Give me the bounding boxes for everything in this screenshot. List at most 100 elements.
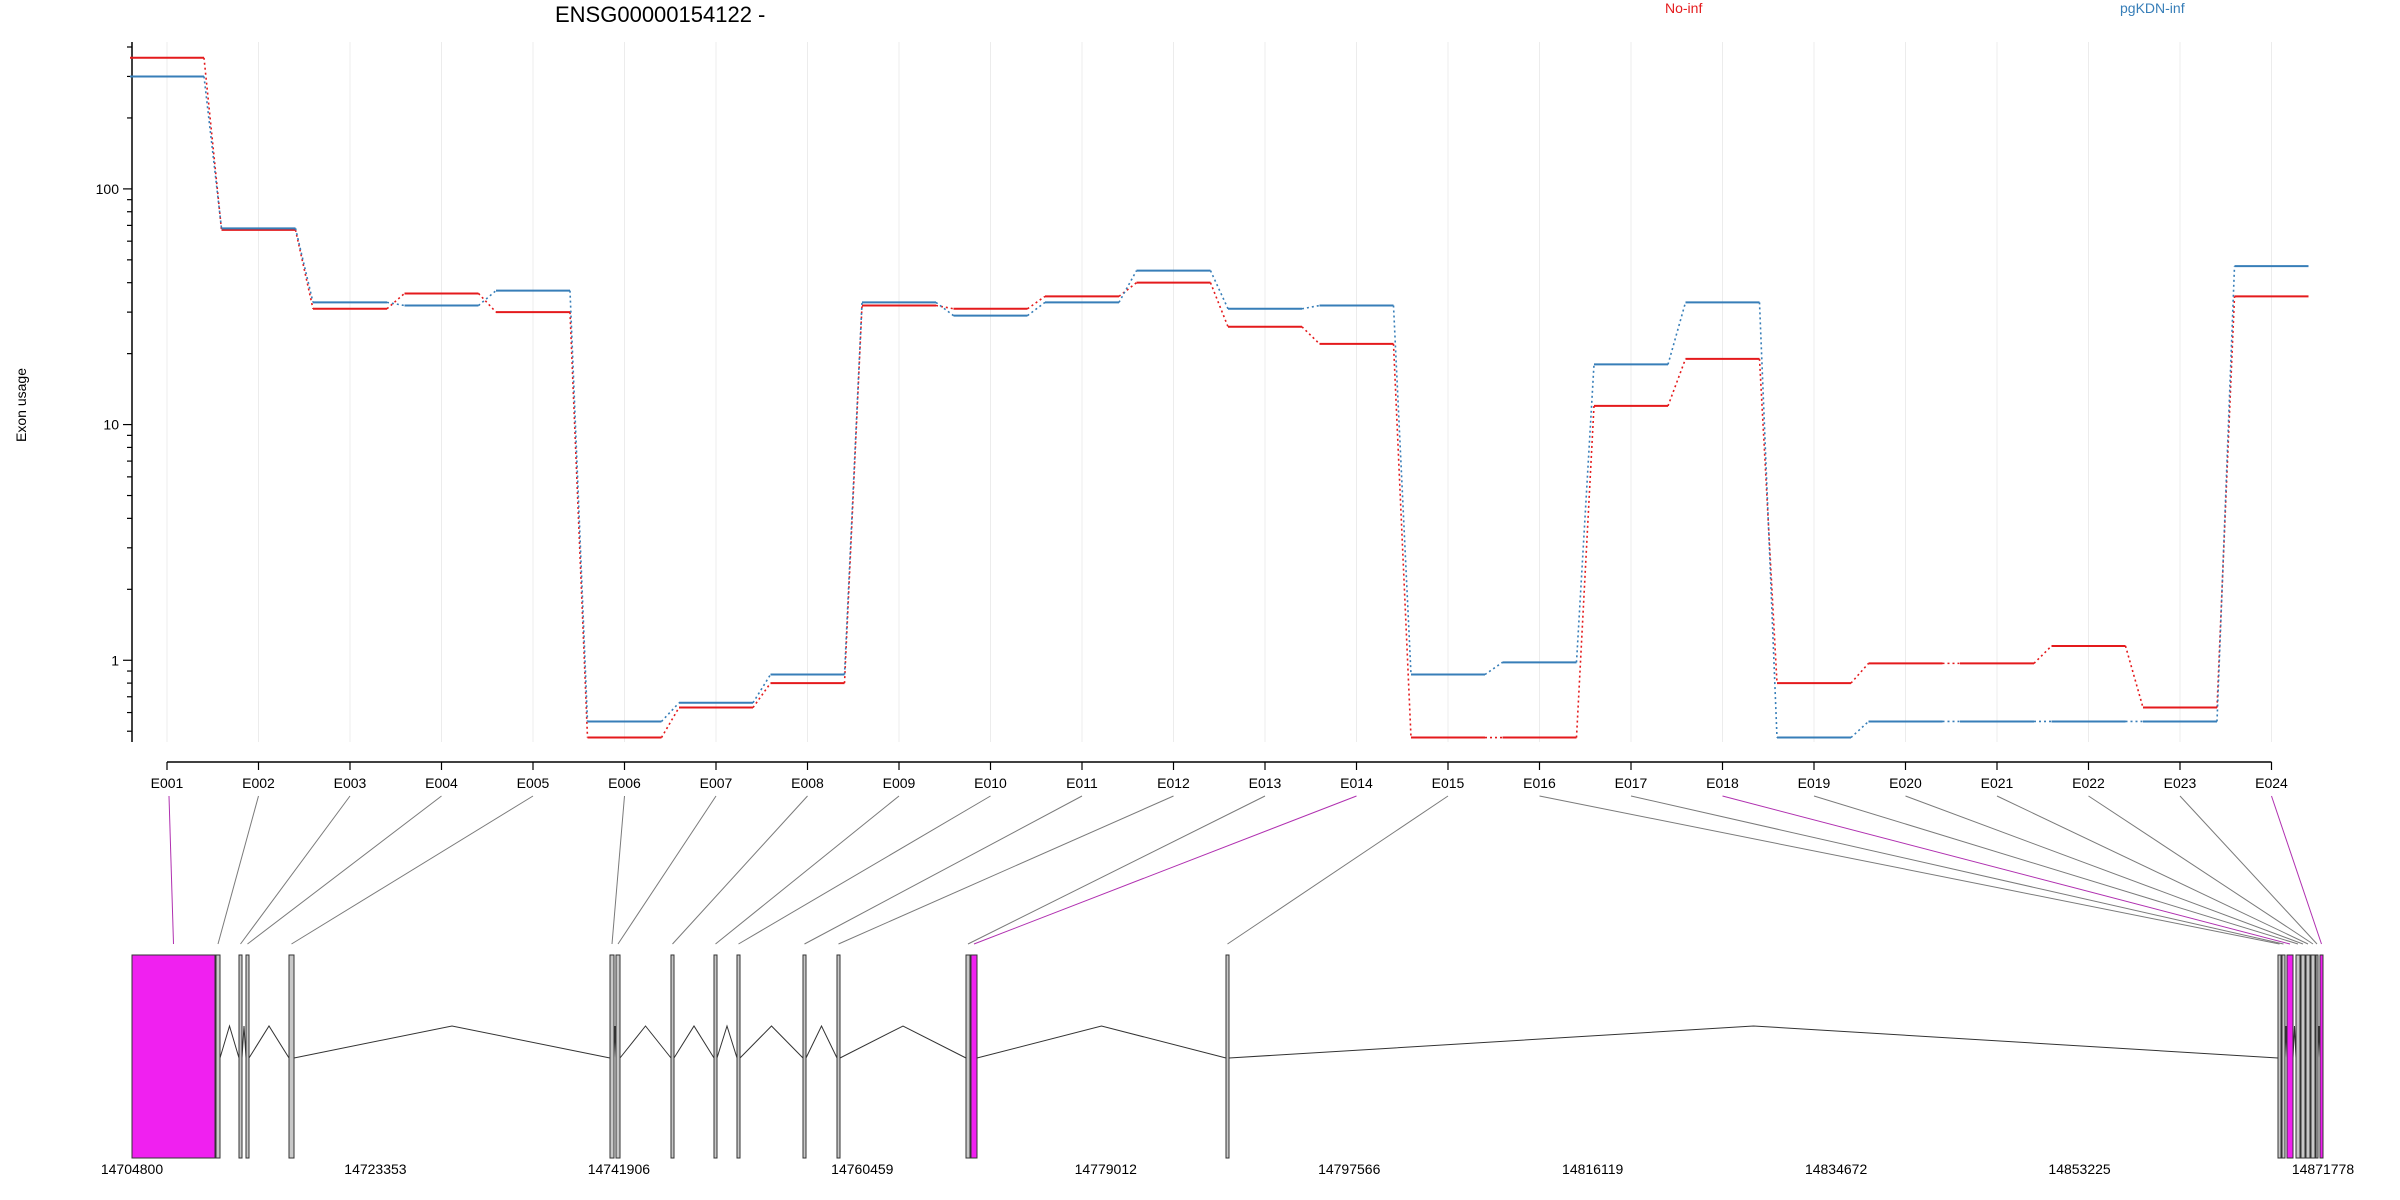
transition-segment — [1575, 405, 1595, 738]
exon-connector — [715, 795, 900, 945]
intron-line — [248, 1025, 290, 1059]
exon-connector — [2271, 795, 2322, 945]
exon-box — [802, 954, 807, 1159]
intron-line — [1228, 1025, 2279, 1059]
exon-connector — [738, 795, 991, 945]
coordinate-label: 14723353 — [344, 1161, 407, 1177]
exon-box — [2310, 954, 2316, 1159]
transition-segment — [1392, 305, 1412, 675]
transition-segment — [935, 301, 954, 317]
exon-connector — [168, 795, 174, 945]
transition-segment — [2124, 645, 2144, 708]
intron-line — [293, 1025, 611, 1059]
exon-tick-label: E003 — [334, 775, 367, 791]
exon-tick-label: E014 — [1340, 775, 1373, 791]
exon-box — [670, 954, 675, 1159]
transition-segment — [660, 702, 680, 723]
transition-segment — [1667, 302, 1687, 365]
coordinate-label: 14871778 — [2292, 1161, 2355, 1177]
transition-segment — [203, 76, 223, 229]
exon-box — [970, 954, 978, 1159]
intron-line — [673, 1025, 715, 1059]
exon-tick-label: E023 — [2164, 775, 2197, 791]
intron-line — [219, 1024, 240, 1059]
chart-title: ENSG00000154122 - — [555, 2, 765, 27]
exon-box — [2277, 954, 2282, 1159]
exon-connector — [838, 795, 1174, 945]
intron-line — [619, 1025, 672, 1059]
transition-segment — [477, 290, 497, 307]
exon-tick-label: E021 — [1981, 775, 2014, 791]
transition-segment — [1027, 301, 1046, 317]
exon-box — [2295, 954, 2301, 1159]
exon-box — [609, 954, 615, 1159]
transition-segment — [203, 57, 223, 230]
intron-line — [839, 1025, 967, 1059]
vertical-grid — [166, 42, 2272, 742]
exon-connector — [617, 795, 717, 945]
exon-connector — [1630, 795, 2284, 945]
exon-tick-label: E007 — [700, 775, 733, 791]
transition-segment — [2033, 645, 2053, 664]
coordinate-label: 14834672 — [1805, 1161, 1868, 1177]
legend-entry-pgkdn-inf: pgKDN-inf — [2120, 0, 2185, 16]
series-pgkdn-inf — [130, 75, 2309, 739]
transition-segment — [569, 290, 589, 722]
transition-segment — [1118, 282, 1137, 297]
exon-box — [713, 954, 718, 1159]
transition-segment — [1027, 295, 1046, 310]
exon-connector — [1722, 795, 2291, 945]
transition-segment — [843, 302, 863, 675]
coordinate-label: 14760459 — [831, 1161, 894, 1177]
transition-segment — [1575, 364, 1595, 663]
exon-tick-label: E020 — [1889, 775, 1922, 791]
transition-segment — [1850, 662, 1870, 684]
exon-tick-label: E011 — [1066, 775, 1098, 791]
exon-tick-label: E010 — [974, 775, 1007, 791]
exon-connector — [1905, 795, 2304, 945]
exon-tick-label: E015 — [1432, 775, 1465, 791]
exon-connector — [1996, 795, 2309, 945]
exon-tick-label: E004 — [425, 775, 458, 791]
transition-segment — [752, 682, 772, 709]
exon-box — [288, 954, 295, 1159]
exon-connector — [973, 795, 1357, 945]
exon-box — [1225, 954, 1230, 1159]
axes: 1 10 100 — [96, 42, 2272, 763]
exon-tick-label: E019 — [1798, 775, 1831, 791]
gene-model — [131, 954, 2324, 1159]
exon-box — [238, 954, 243, 1159]
exon-connector — [672, 795, 808, 945]
transition-segment — [1392, 343, 1412, 738]
exon-tick-label: E013 — [1249, 775, 1282, 791]
exon-connector — [1539, 795, 2280, 945]
transition-segment — [294, 228, 314, 303]
exon-connector — [291, 795, 534, 945]
exon-box — [736, 954, 741, 1159]
exon-tick-label: E012 — [1157, 775, 1190, 791]
exon-tick-label: E006 — [608, 775, 641, 791]
exon-tick-labels: E001 E002 E003 E004 E005 E006 E007 E008 E009 E010… — [151, 762, 2288, 791]
exon-tick-label: E009 — [883, 775, 916, 791]
genomic-coordinate-labels: 14704800 14723353 14741906 14760459 14779012… — [101, 1161, 2355, 1177]
exon-connector — [804, 795, 1083, 945]
coordinate-label: 14779012 — [1075, 1161, 1138, 1177]
transition-segment — [1850, 720, 1870, 739]
exon-box — [2315, 954, 2319, 1159]
exon-box — [215, 954, 221, 1159]
y-tick-label: 100 — [96, 181, 120, 197]
coordinate-label: 14741906 — [588, 1161, 651, 1177]
transition-segment — [2216, 266, 2236, 722]
coordinate-label: 14797566 — [1318, 1161, 1381, 1177]
exon-connector — [2088, 795, 2314, 945]
exon-connector — [247, 795, 442, 945]
exon-box — [965, 954, 971, 1159]
legend-entry-no-inf: No-inf — [1665, 0, 1702, 16]
transition-segment — [752, 674, 772, 704]
y-tick-label: 10 — [103, 417, 119, 433]
exon-tick-label: E017 — [1615, 775, 1648, 791]
exon-box — [2319, 954, 2324, 1159]
coordinate-label: 14853225 — [2048, 1161, 2111, 1177]
transition-segment — [477, 292, 497, 313]
